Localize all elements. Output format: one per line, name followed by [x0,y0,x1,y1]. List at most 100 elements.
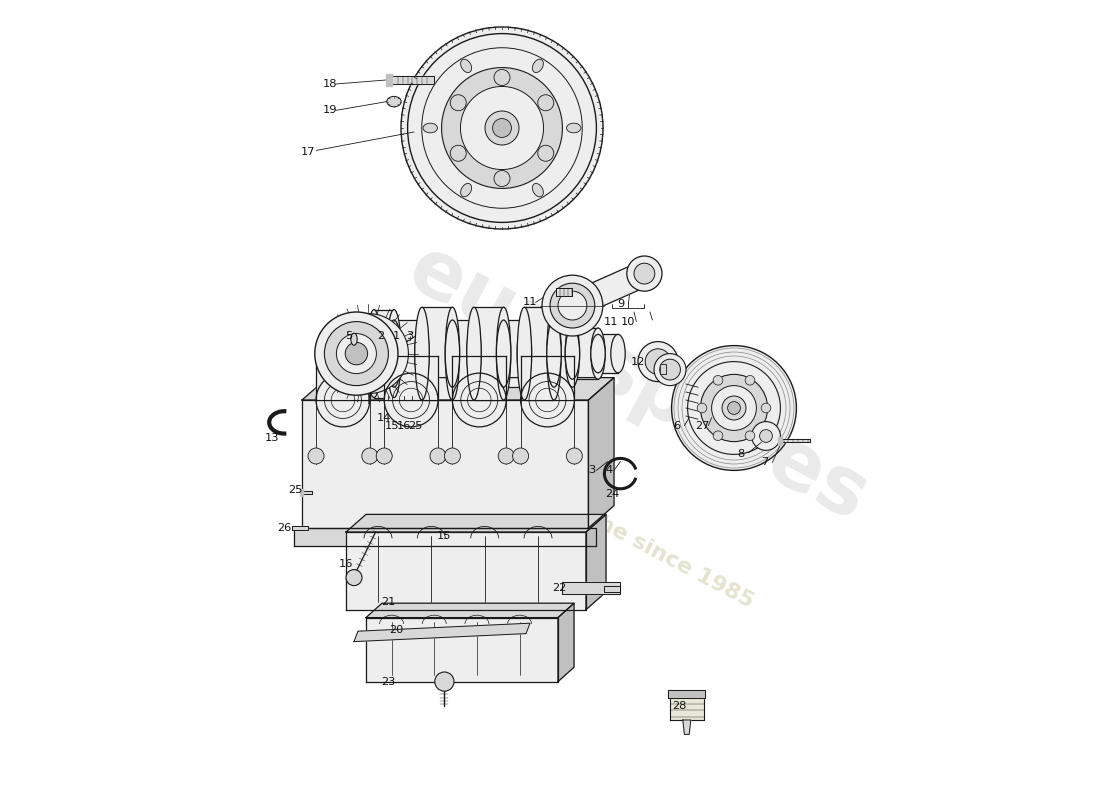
Text: 4: 4 [606,466,613,475]
Ellipse shape [591,328,605,379]
Ellipse shape [424,123,438,133]
Text: 11: 11 [522,298,537,307]
Polygon shape [683,720,691,734]
Circle shape [498,448,514,464]
Polygon shape [346,532,586,610]
Text: 10: 10 [621,318,636,327]
Polygon shape [300,489,302,496]
Text: 16: 16 [397,421,411,430]
Circle shape [450,146,466,162]
Text: 25: 25 [288,485,302,494]
Polygon shape [316,356,370,400]
Circle shape [542,275,603,336]
Circle shape [494,70,510,86]
Polygon shape [366,603,574,618]
Circle shape [408,34,596,222]
Polygon shape [293,526,308,530]
Ellipse shape [517,307,531,400]
Ellipse shape [366,310,382,398]
Text: 15: 15 [384,421,399,430]
Text: 13: 13 [264,434,279,443]
Ellipse shape [415,320,429,387]
Circle shape [654,354,686,386]
Circle shape [538,94,553,110]
Ellipse shape [566,123,581,133]
Ellipse shape [446,320,460,387]
Text: 21: 21 [382,597,396,606]
Ellipse shape [415,307,429,400]
Polygon shape [558,603,574,682]
Polygon shape [520,356,574,400]
Polygon shape [384,356,438,400]
Circle shape [697,403,707,413]
Ellipse shape [387,310,402,398]
Text: eurospares: eurospares [395,230,881,538]
Circle shape [461,86,543,170]
Text: 12: 12 [630,357,646,366]
Circle shape [566,448,582,464]
Text: 18: 18 [322,79,338,89]
Text: 11: 11 [604,318,618,327]
Circle shape [324,322,388,386]
Circle shape [727,402,740,414]
Polygon shape [302,491,311,494]
Ellipse shape [591,334,605,373]
Circle shape [672,346,796,470]
Text: 5: 5 [344,331,352,341]
Ellipse shape [461,183,472,197]
Circle shape [638,342,678,382]
Text: 19: 19 [322,106,338,115]
Text: a passion for porsche since 1985: a passion for porsche since 1985 [383,400,757,611]
Polygon shape [782,439,810,442]
Text: 17: 17 [301,147,316,157]
Text: 8: 8 [737,450,744,459]
Polygon shape [346,514,606,532]
Text: 24: 24 [605,490,619,499]
Circle shape [713,375,723,385]
Polygon shape [670,694,704,720]
Circle shape [346,570,362,586]
Text: 23: 23 [382,677,396,686]
Polygon shape [669,690,705,698]
Text: 6: 6 [673,421,680,430]
Polygon shape [554,320,572,387]
Ellipse shape [517,320,531,387]
Circle shape [344,330,393,378]
Polygon shape [393,76,434,84]
Ellipse shape [351,322,365,386]
Text: 22: 22 [552,583,567,593]
Circle shape [450,94,466,110]
Text: 15: 15 [437,531,452,541]
Text: 25: 25 [408,421,422,430]
Polygon shape [778,437,782,445]
Text: 20: 20 [389,626,404,635]
Circle shape [745,431,755,441]
Circle shape [712,386,757,430]
Circle shape [441,67,562,189]
Polygon shape [452,356,506,400]
Polygon shape [504,320,525,387]
Circle shape [761,403,771,413]
Polygon shape [358,322,374,386]
Ellipse shape [565,328,580,379]
Polygon shape [525,307,554,400]
Polygon shape [366,618,558,682]
Ellipse shape [496,307,510,400]
Ellipse shape [565,320,580,387]
Ellipse shape [610,334,625,373]
Polygon shape [452,320,474,387]
Polygon shape [294,528,596,546]
Polygon shape [422,307,452,400]
Circle shape [329,314,408,394]
Text: 14: 14 [376,413,390,422]
Polygon shape [302,378,614,400]
Circle shape [485,111,519,145]
Circle shape [538,146,553,162]
Circle shape [713,431,723,441]
Polygon shape [302,400,588,528]
Circle shape [376,448,393,464]
Circle shape [701,374,768,442]
Ellipse shape [366,322,382,386]
Circle shape [634,263,654,284]
Circle shape [362,448,377,464]
